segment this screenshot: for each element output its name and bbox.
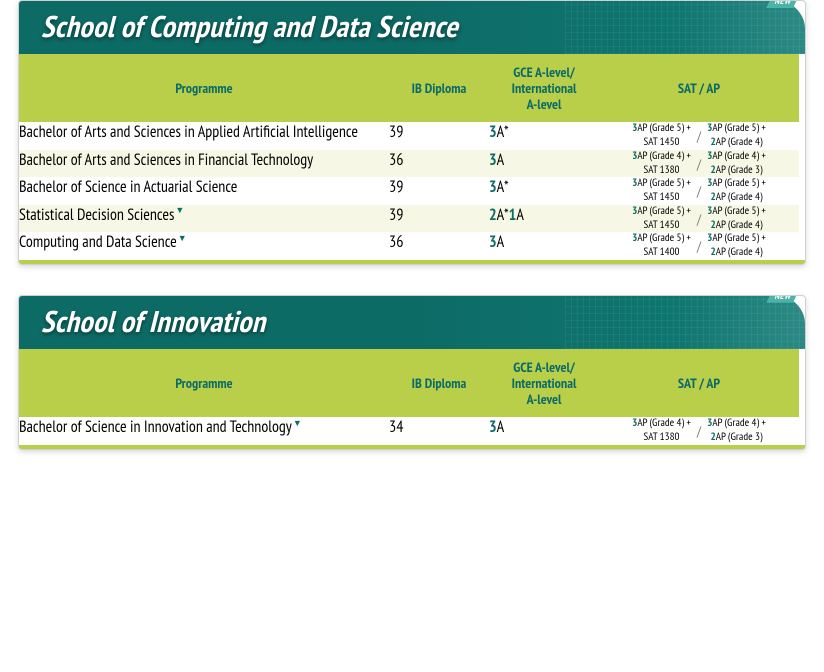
- footnote-marker-icon: ▼: [178, 233, 187, 244]
- section-header: School of Computing and Data Science: [19, 1, 805, 54]
- gce-cell: 3A*: [489, 177, 599, 205]
- sat-cell: 3AP (Grade 4) +SAT 1380 / 3AP (Grade 4) +2…: [599, 150, 799, 178]
- programme-name: Statistical Decision Sciences: [19, 205, 174, 225]
- sat-option-a: 3AP (Grade 4) +SAT 1380: [632, 417, 691, 445]
- sat-option-a: 3AP (Grade 5) +SAT 1450: [632, 122, 691, 150]
- sat-cell: 3AP (Grade 5) +SAT 1450 / 3AP (Grade 5) +2…: [599, 177, 799, 205]
- sat-options: 3AP (Grade 5) +SAT 1400 / 3AP (Grade 5) +2…: [599, 232, 799, 260]
- slash-separator: /: [697, 210, 701, 228]
- slash-separator: /: [697, 155, 701, 173]
- sat-option-b: 3AP (Grade 5) +2AP (Grade 4): [707, 177, 766, 205]
- gce-cell: 3A: [489, 150, 599, 178]
- programme-name: Bachelor of Arts and Sciences in Financi…: [19, 150, 313, 170]
- programme-cell: Statistical Decision Sciences▼NEW: [19, 205, 389, 233]
- column-header: GCE A-level/InternationalA-level: [489, 54, 599, 122]
- footnote-marker-icon: ▼: [175, 205, 184, 216]
- gce-cell: 3A: [489, 232, 599, 260]
- programme-name: Bachelor of Science in Actuarial Science: [19, 177, 237, 197]
- sat-option-b: 3AP (Grade 5) +2AP (Grade 4): [707, 205, 766, 233]
- programme-name: Bachelor of Arts and Sciences in Applied…: [19, 122, 358, 142]
- slash-separator: /: [697, 182, 701, 200]
- programme-cell: Bachelor of Arts and Sciences in Applied…: [19, 122, 389, 150]
- sat-options: 3AP (Grade 4) +SAT 1380 / 3AP (Grade 4) +2…: [599, 150, 799, 178]
- column-header: GCE A-level/InternationalA-level: [489, 349, 599, 417]
- column-header: Programme: [19, 54, 389, 122]
- column-header: SAT / AP: [599, 54, 799, 122]
- programme-cell: Bachelor of Arts and Sciences in Financi…: [19, 150, 389, 178]
- ib-cell: 34: [389, 417, 489, 445]
- programme-name: Computing and Data Science: [19, 232, 177, 252]
- slash-separator: /: [697, 422, 701, 440]
- programme-cell: Bachelor of Science in Innovation and Te…: [19, 417, 389, 445]
- school-section: School of Computing and Data Science Prog…: [18, 0, 806, 265]
- sat-options: 3AP (Grade 5) +SAT 1450 / 3AP (Grade 5) +2…: [599, 205, 799, 233]
- column-header: IB Diploma: [389, 54, 489, 122]
- sat-option-b: 3AP (Grade 5) +2AP (Grade 4): [707, 122, 766, 150]
- ib-cell: 39: [389, 205, 489, 233]
- sat-cell: 3AP (Grade 5) +SAT 1400 / 3AP (Grade 5) +2…: [599, 232, 799, 260]
- ib-cell: 36: [389, 150, 489, 178]
- sat-option-a: 3AP (Grade 5) +SAT 1400: [632, 232, 691, 260]
- gce-cell: 3A*: [489, 122, 599, 150]
- programme-name: Bachelor of Science in Innovation and Te…: [19, 417, 292, 437]
- section-title: School of Computing and Data Science: [41, 7, 783, 46]
- school-section: School of Innovation ProgrammeIB DiplomaG…: [18, 295, 806, 450]
- sat-option-a: 3AP (Grade 5) +SAT 1450: [632, 177, 691, 205]
- gce-cell: 3A: [489, 417, 599, 445]
- requirements-table: ProgrammeIB DiplomaGCE A-level/Internati…: [19, 54, 805, 260]
- sat-option-b: 3AP (Grade 5) +2AP (Grade 4): [707, 232, 766, 260]
- programme-cell: Bachelor of Science in Actuarial Science: [19, 177, 389, 205]
- sat-option-b: 3AP (Grade 4) +2AP (Grade 3): [707, 417, 766, 445]
- column-header: SAT / AP: [599, 349, 799, 417]
- ib-cell: 39: [389, 177, 489, 205]
- programme-cell: Computing and Data Science▼NEW: [19, 232, 389, 260]
- slash-separator: /: [697, 127, 701, 145]
- sat-options: 3AP (Grade 5) +SAT 1450 / 3AP (Grade 5) +2…: [599, 177, 799, 205]
- sat-options: 3AP (Grade 4) +SAT 1380 / 3AP (Grade 4) +2…: [599, 417, 799, 445]
- sat-option-b: 3AP (Grade 4) +2AP (Grade 3): [707, 150, 766, 178]
- sat-option-a: 3AP (Grade 5) +SAT 1450: [632, 205, 691, 233]
- requirements-table: ProgrammeIB DiplomaGCE A-level/Internati…: [19, 349, 805, 445]
- column-header: Programme: [19, 349, 389, 417]
- section-bottom-accent: [19, 445, 805, 449]
- sat-cell: 3AP (Grade 5) +SAT 1450 / 3AP (Grade 5) +2…: [599, 122, 799, 150]
- sat-cell: 3AP (Grade 4) +SAT 1380 / 3AP (Grade 4) +2…: [599, 417, 799, 445]
- sat-options: 3AP (Grade 5) +SAT 1450 / 3AP (Grade 5) +2…: [599, 122, 799, 150]
- footnote-marker-icon: ▼: [293, 418, 302, 429]
- section-header: School of Innovation: [19, 296, 805, 349]
- sat-option-a: 3AP (Grade 4) +SAT 1380: [632, 150, 691, 178]
- gce-cell: 2A*1A: [489, 205, 599, 233]
- section-bottom-accent: [19, 260, 805, 264]
- slash-separator: /: [697, 237, 701, 255]
- sat-cell: 3AP (Grade 5) +SAT 1450 / 3AP (Grade 5) +2…: [599, 205, 799, 233]
- ib-cell: 39: [389, 122, 489, 150]
- section-title: School of Innovation: [41, 302, 783, 341]
- column-header: IB Diploma: [389, 349, 489, 417]
- ib-cell: 36: [389, 232, 489, 260]
